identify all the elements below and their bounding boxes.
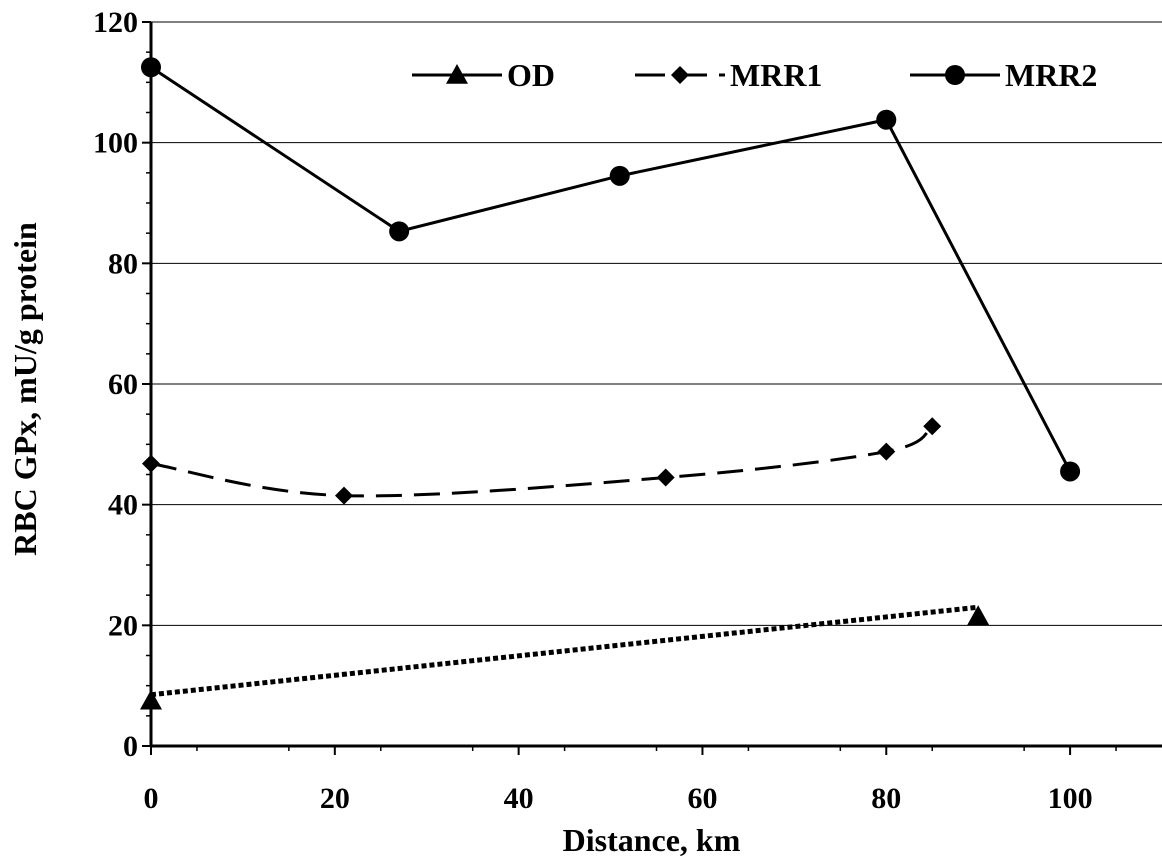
series-od <box>140 604 990 710</box>
point-mrr1 <box>656 468 675 487</box>
x-axis-title: Distance, km <box>563 822 741 858</box>
axes: 0 20 40 60 80 100 120 0 20 40 60 80 100 <box>93 6 1162 815</box>
legend: OD MRR1 MRR2 <box>412 57 1097 93</box>
point-mrr1 <box>335 486 354 505</box>
point-mrr2 <box>876 109 897 130</box>
point-mrr1 <box>142 454 160 473</box>
legend-marker-od <box>446 64 468 84</box>
legend-item-mrr2: MRR2 <box>910 57 1097 93</box>
point-mrr1 <box>877 442 896 461</box>
point-mrr2 <box>389 221 410 242</box>
data-series <box>140 57 1081 710</box>
grid-lines <box>151 21 1162 626</box>
y-tick-label: 100 <box>93 127 138 160</box>
y-tick-label: 120 <box>93 6 138 39</box>
y-axis-title: RBC GPx, mU/g protein <box>7 222 43 556</box>
line-mrr1 <box>150 424 934 498</box>
point-mrr2 <box>1060 461 1081 482</box>
y-tick-label: 80 <box>108 247 138 280</box>
legend-label-mrr2: MRR2 <box>1005 57 1097 93</box>
x-tick-label: 100 <box>1048 782 1093 815</box>
y-tick-label: 20 <box>108 609 138 642</box>
x-tick-label: 40 <box>504 782 534 815</box>
x-tick-label: 20 <box>320 782 350 815</box>
point-mrr1 <box>923 417 942 436</box>
legend-marker-mrr1 <box>671 66 689 84</box>
legend-label-mrr1: MRR1 <box>730 57 822 93</box>
x-tick-label: 0 <box>144 782 159 815</box>
point-mrr2 <box>141 57 161 78</box>
y-tick-label: 0 <box>123 730 138 763</box>
legend-item-od: OD <box>412 57 555 93</box>
x-tick-label: 60 <box>687 782 717 815</box>
point-od <box>140 689 162 710</box>
series-mrr2 <box>141 57 1081 482</box>
legend-label-od: OD <box>507 57 555 93</box>
point-od <box>967 605 990 626</box>
x-tick-label: 80 <box>871 782 901 815</box>
legend-item-mrr1: MRR1 <box>635 57 822 93</box>
point-mrr2 <box>609 165 630 186</box>
trendline-od <box>150 604 979 698</box>
y-tick-label: 60 <box>108 368 138 401</box>
legend-marker-mrr2 <box>945 65 965 85</box>
series-mrr1 <box>142 417 942 505</box>
line-mrr2 <box>150 65 1072 473</box>
y-tick-label: 40 <box>108 489 138 522</box>
